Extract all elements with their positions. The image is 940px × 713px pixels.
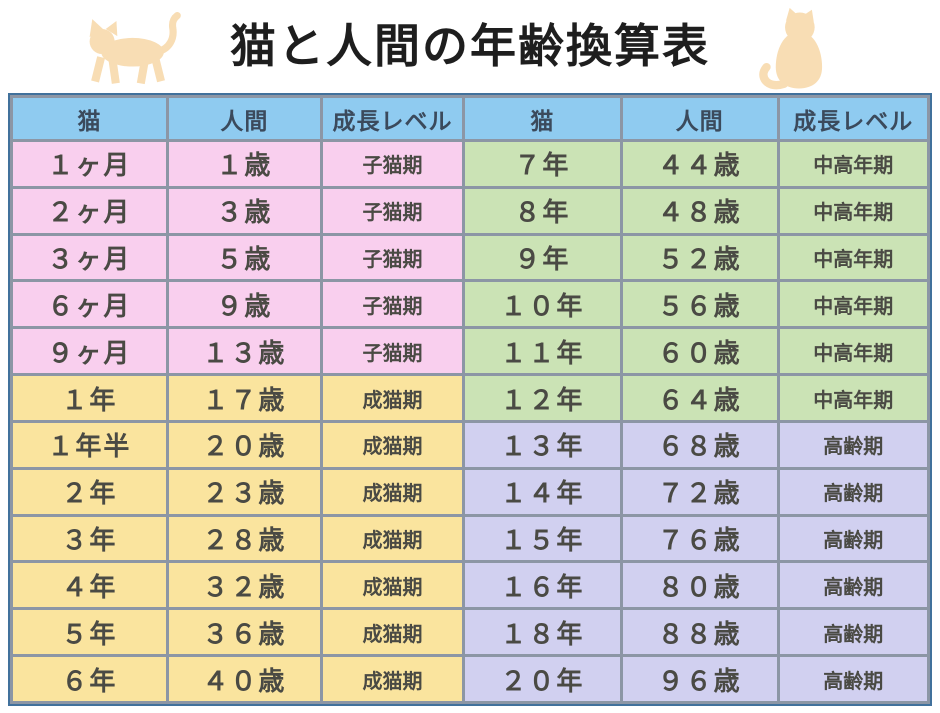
age-cell: １０年 (462, 279, 623, 330)
growth-level-cell: 中高年期 (776, 279, 931, 330)
age-cell: １４年 (462, 466, 623, 517)
age-cell: ３歳 (165, 185, 323, 236)
age-cell: ９歳 (165, 279, 323, 330)
title-bar: 猫と人間の年齢換算表 (0, 0, 940, 93)
table-row: １年半 ２０歳 成猫期 １３年 ６８歳 高齢期 (10, 419, 931, 470)
table-row: ６年 ４０歳 成猫期 ２０年 ９６歳 高齢期 (10, 654, 931, 704)
growth-level-cell: 成猫期 (319, 654, 466, 704)
age-cell: ６４歳 (619, 373, 780, 423)
growth-level-cell: 子猫期 (319, 185, 466, 236)
age-cell: ４年 (10, 560, 169, 611)
age-cell: ３年 (10, 513, 169, 564)
age-conversion-table: 猫人間 成長レベル猫人間 成長レベル １ヶ月 １歳 子猫期 ７年 ４４歳 中高年期 ２ヶ月 ３歳子… (8, 93, 932, 706)
growth-level-cell: 中高年期 (776, 139, 931, 189)
growth-level-cell: 成猫期 (319, 373, 466, 423)
age-cell: ２０年 (462, 654, 623, 704)
page-title: 猫と人間の年齢換算表 (230, 19, 710, 73)
growth-level-cell: 高齢期 (776, 560, 931, 611)
age-cell: ７６歳 (619, 513, 780, 564)
growth-level-cell: 高齢期 (776, 607, 931, 658)
age-cell: ７年 (462, 139, 623, 189)
growth-level-cell: 高齢期 (776, 419, 931, 470)
age-cell: １６年 (462, 560, 623, 611)
age-cell: ６０歳 (619, 326, 780, 377)
header-cell: 猫 (10, 95, 169, 142)
growth-level-cell: 中高年期 (776, 232, 931, 283)
age-cell: ８年 (462, 185, 623, 236)
growth-level-cell: 高齢期 (776, 654, 931, 704)
growth-level-cell: 中高年期 (776, 326, 931, 377)
age-cell: １歳 (165, 139, 323, 189)
table-row: ５年 ３６歳 成猫期 １８年 ８８歳 高齢期 (10, 607, 931, 658)
age-cell: １３歳 (165, 326, 323, 377)
growth-level-cell: 成猫期 (319, 466, 466, 517)
growth-level-cell: 子猫期 (319, 139, 466, 189)
age-cell: ６ヶ月 (10, 279, 169, 330)
table-row: １ヶ月 １歳 子猫期 ７年 ４４歳 中高年期 (10, 139, 931, 189)
age-cell: １７歳 (165, 373, 323, 423)
table-row: ９ヶ月 １３歳 子猫期 １１年 ６０歳 中高年期 (10, 326, 931, 377)
age-cell: １年半 (10, 419, 169, 470)
growth-level-cell: 高齢期 (776, 513, 931, 564)
growth-level-cell: 中高年期 (776, 373, 931, 423)
growth-level-cell: 子猫期 (319, 232, 466, 283)
age-cell: ８０歳 (619, 560, 780, 611)
age-cell: １２年 (462, 373, 623, 423)
age-cell: １１年 (462, 326, 623, 377)
growth-level-cell: 中高年期 (776, 185, 931, 236)
header-cell: 成長レベル (319, 95, 466, 142)
header-cell: 人間 (165, 95, 323, 142)
table-body: １ヶ月 １歳 子猫期 ７年 ４４歳 中高年期 ２ヶ月 ３歳 子猫期 ８年 ４８歳 中高年期 ３ヶ月 ５歳子… (10, 139, 931, 704)
table-row: ２年 ２３歳 成猫期 １４年 ７２歳 高齢期 (10, 466, 931, 517)
age-cell: １８年 (462, 607, 623, 658)
age-cell: １５年 (462, 513, 623, 564)
age-cell: ４４歳 (619, 139, 780, 189)
growth-level-cell: 高齢期 (776, 466, 931, 517)
table-head-row: 猫人間 成長レベル猫人間 成長レベル (10, 95, 931, 142)
age-cell: ５年 (10, 607, 169, 658)
age-cell: ８８歳 (619, 607, 780, 658)
table: 猫人間 成長レベル猫人間 成長レベル １ヶ月 １歳 子猫期 ７年 ４４歳 中高年期 ２ヶ月 ３歳子… (10, 95, 931, 704)
growth-level-cell: 子猫期 (319, 326, 466, 377)
table-row: ２ヶ月 ３歳 子猫期 ８年 ４８歳 中高年期 (10, 185, 931, 236)
growth-level-cell: 成猫期 (319, 607, 466, 658)
age-cell: ２年 (10, 466, 169, 517)
age-cell: ７２歳 (619, 466, 780, 517)
growth-level-cell: 成猫期 (319, 419, 466, 470)
age-cell: ３ヶ月 (10, 232, 169, 283)
age-cell: ６８歳 (619, 419, 780, 470)
age-cell: ６年 (10, 654, 169, 704)
age-cell: ２ヶ月 (10, 185, 169, 236)
growth-level-cell: 成猫期 (319, 560, 466, 611)
age-cell: ４０歳 (165, 654, 323, 704)
age-cell: ２０歳 (165, 419, 323, 470)
table-row: ４年 ３２歳 成猫期 １６年 ８０歳 高齢期 (10, 560, 931, 611)
table-row: １年 １７歳 成猫期 １２年 ６４歳 中高年期 (10, 373, 931, 423)
table-row: ３年 ２８歳 成猫期 １５年 ７６歳 高齢期 (10, 513, 931, 564)
growth-level-cell: 子猫期 (319, 279, 466, 330)
age-cell: ４８歳 (619, 185, 780, 236)
age-cell: ９ヶ月 (10, 326, 169, 377)
age-cell: ３６歳 (165, 607, 323, 658)
header-cell: 猫 (462, 95, 623, 142)
table-row: ３ヶ月 ５歳 子猫期 ９年 ５２歳 中高年期 (10, 232, 931, 283)
sitting-cat-icon (756, 6, 840, 94)
age-cell: ９６歳 (619, 654, 780, 704)
age-cell: ５６歳 (619, 279, 780, 330)
header-cell: 人間 (619, 95, 780, 142)
table-row: ６ヶ月 ９歳 子猫期 １０年 ５６歳 中高年期 (10, 279, 931, 330)
growth-level-cell: 成猫期 (319, 513, 466, 564)
age-cell: ３２歳 (165, 560, 323, 611)
age-cell: １ヶ月 (10, 139, 169, 189)
age-cell: ２３歳 (165, 466, 323, 517)
age-cell: ５歳 (165, 232, 323, 283)
walking-cat-icon (78, 12, 196, 88)
header-cell: 成長レベル (776, 95, 931, 142)
age-cell: ９年 (462, 232, 623, 283)
age-cell: １３年 (462, 419, 623, 470)
age-cell: １年 (10, 373, 169, 423)
age-cell: ５２歳 (619, 232, 780, 283)
age-cell: ２８歳 (165, 513, 323, 564)
